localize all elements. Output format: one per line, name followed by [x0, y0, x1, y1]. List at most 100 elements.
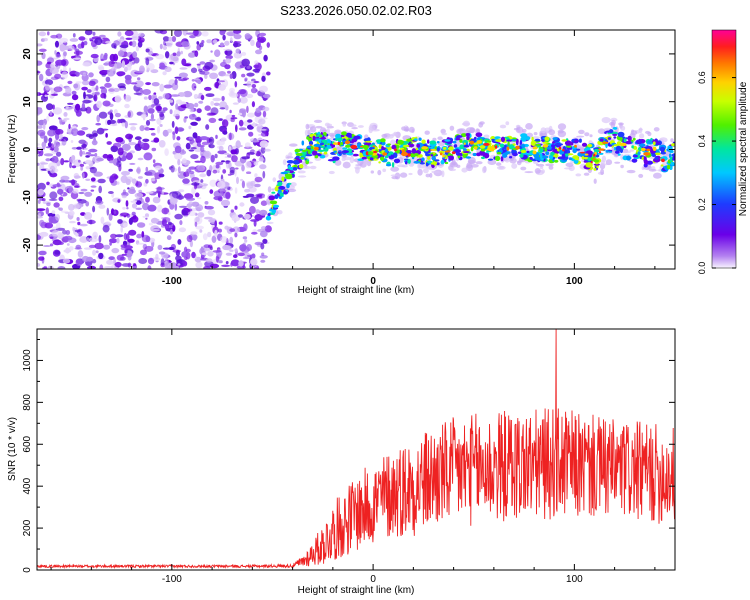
- spectrogram-band-blob: [539, 148, 544, 153]
- spectrogram-band-blob: [463, 144, 470, 148]
- spectrogram-noise-blob: [254, 150, 257, 154]
- spectrogram-noise-blob: [85, 178, 91, 181]
- spectrogram-noise-blob: [203, 150, 212, 159]
- spectrogram-band-blob: [440, 159, 445, 165]
- spectrogram-noise-blob: [172, 249, 181, 253]
- spectrogram-noise-blob: [254, 214, 263, 221]
- spectrogram-noise-blob: [182, 178, 190, 184]
- spectrogram-noise-blob: [218, 260, 223, 264]
- spectrogram-band-blob: [415, 147, 419, 151]
- spectrogram-noise-blob: [46, 103, 54, 111]
- spectrogram-band-blob: [520, 136, 527, 142]
- spectrogram-noise-blob: [120, 175, 128, 184]
- spectrogram-noise-blob: [240, 178, 244, 182]
- spectrogram-halo-blob: [267, 186, 272, 193]
- spectrogram-band-blob: [632, 137, 636, 141]
- spectrogram-halo-blob: [478, 122, 484, 128]
- spectrogram-halo-blob: [533, 160, 539, 164]
- spectrogram-noise-blob: [235, 124, 238, 133]
- spectrogram-noise-blob: [247, 119, 253, 123]
- spectrogram-noise-blob: [229, 249, 234, 252]
- spectrogram-halo-blob: [401, 126, 407, 131]
- spectrogram-band-blob: [434, 159, 440, 162]
- spectrogram-noise-blob: [162, 45, 168, 51]
- spectrogram-noise-blob: [154, 30, 164, 34]
- spectrogram-noise-blob: [53, 145, 59, 153]
- snr-ytick-label: 1000: [22, 349, 33, 372]
- spectrogram-band-blob: [615, 145, 622, 152]
- spectrogram-halo-blob: [545, 163, 554, 167]
- spectrogram-noise-blob: [145, 178, 149, 184]
- spectrogram-noise-blob: [188, 125, 192, 130]
- spectrogram-noise-blob: [188, 136, 195, 140]
- spectrogram-noise-blob: [101, 128, 109, 131]
- spectrogram-noise-blob: [215, 134, 218, 139]
- spectrogram-ytick-label: 0: [22, 146, 33, 152]
- spectrogram-noise-blob: [43, 153, 54, 157]
- spectrogram-band-blob: [539, 153, 543, 158]
- spectrogram-band-blob: [659, 146, 666, 152]
- spectrogram-noise-blob: [171, 36, 177, 42]
- spectrogram-band-blob: [502, 152, 508, 158]
- spectrogram-band-blob: [286, 160, 294, 164]
- spectrogram-noise-blob: [259, 230, 268, 238]
- spectrogram-noise-blob: [79, 223, 88, 227]
- spectrogram-band-blob: [421, 139, 426, 144]
- spectrogram-noise-blob: [116, 254, 125, 261]
- spectrogram-noise-blob: [71, 165, 77, 169]
- spectrogram-band-blob: [448, 146, 454, 151]
- spectrogram-noise-blob: [147, 265, 152, 269]
- spectrogram-noise-blob: [56, 151, 62, 157]
- spectrogram-halo-blob: [576, 135, 585, 138]
- spectrogram-noise-blob: [175, 265, 179, 269]
- spectrogram-noise-blob: [156, 105, 163, 112]
- spectrogram-noise-blob: [37, 129, 46, 137]
- spectrogram-noise-blob: [264, 225, 272, 233]
- snr-frame: [36, 328, 676, 571]
- spectrogram-noise-blob: [193, 93, 199, 100]
- spectrogram-band-blob: [353, 153, 359, 157]
- spectrogram-noise-blob: [178, 189, 185, 193]
- spectrogram-noise-blob: [88, 72, 94, 78]
- spectrogram-halo-blob: [565, 162, 574, 167]
- spectrogram-halo-blob: [351, 127, 358, 130]
- colorbar-gradient: [711, 29, 737, 269]
- spectrogram-noise-blob: [37, 143, 41, 146]
- spectrogram-noise-blob: [134, 136, 142, 141]
- spectrogram-halo-blob: [390, 133, 399, 137]
- spectrogram-noise-blob: [164, 66, 172, 73]
- spectrogram-noise-blob: [222, 130, 228, 135]
- spectrogram-noise-blob: [109, 53, 116, 62]
- spectrogram-band-blob: [335, 133, 342, 139]
- spectrogram-band-blob: [444, 161, 449, 165]
- spectrogram-noise-blob: [47, 142, 52, 148]
- spectrogram-noise-blob: [184, 116, 189, 119]
- spectrogram-halo-blob: [540, 127, 547, 134]
- spectrogram-noise-blob: [37, 188, 44, 196]
- spectrogram-noise-blob: [137, 77, 141, 81]
- spectrogram-noise-blob: [150, 217, 159, 224]
- spectrogram-noise-blob: [145, 82, 152, 86]
- spectrogram-noise-blob: [169, 109, 173, 115]
- spectrogram-noise-blob: [176, 136, 181, 141]
- spectrogram-noise-blob: [185, 142, 191, 150]
- spectrogram-noise-blob: [144, 245, 154, 252]
- spectrogram-halo-blob: [429, 173, 433, 178]
- spectrogram-noise-blob: [244, 252, 250, 259]
- spectrogram-band-blob: [496, 151, 502, 155]
- spectrogram-band-blob: [418, 137, 422, 141]
- spectrogram-noise-blob: [37, 182, 46, 191]
- spectrogram-halo-blob: [432, 137, 437, 142]
- spectrogram-halo-blob: [537, 163, 545, 167]
- spectrogram-noise-blob: [258, 32, 267, 37]
- spectrogram-noise-blob: [81, 127, 89, 131]
- spectrogram-band-blob: [495, 155, 501, 161]
- spectrogram-noise-blob: [113, 210, 117, 215]
- spectrogram-hot-spot: [494, 145, 498, 149]
- spectrogram-noise-blob: [150, 113, 154, 121]
- spectrogram-noise-blob: [261, 117, 268, 120]
- spectrogram-xtick-label: 0: [370, 276, 376, 287]
- spectrogram-noise-blob: [129, 150, 135, 154]
- spectrogram-noise-blob: [147, 108, 155, 114]
